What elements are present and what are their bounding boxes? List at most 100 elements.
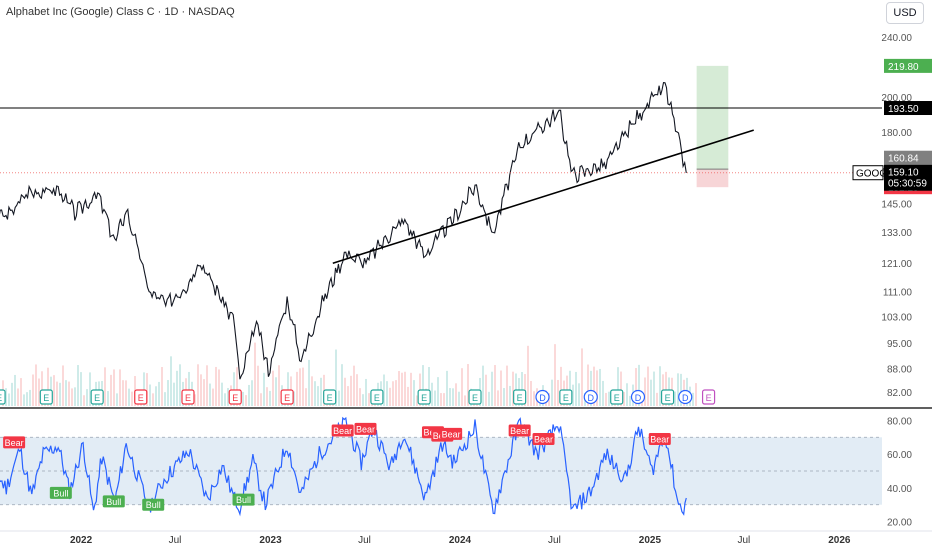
currency-button[interactable]: USD — [886, 2, 924, 24]
bull-signal — [102, 495, 125, 508]
earnings-marker — [39, 389, 53, 405]
time-tick-label: 2022 — [70, 535, 93, 546]
signal-label: Bear — [650, 434, 669, 444]
event-label: E — [374, 393, 380, 403]
event-label: E — [665, 393, 671, 403]
trendline — [332, 129, 754, 264]
price-tick-label: 240.00 — [881, 33, 912, 44]
event-label: E — [43, 393, 49, 403]
price-tick-label: 88.00 — [887, 364, 912, 375]
event-label: E — [563, 393, 569, 403]
event-label: E — [0, 393, 2, 403]
earnings-marker — [610, 389, 624, 405]
bear-signal — [532, 432, 555, 445]
earnings-marker — [417, 389, 431, 405]
bear-signal — [508, 424, 531, 437]
rsi-tick-label: 60.00 — [887, 450, 912, 461]
rsi-line — [0, 416, 687, 517]
event-label: E — [284, 393, 290, 403]
earnings-marker — [559, 389, 573, 405]
rsi-tick-label: 40.00 — [887, 484, 912, 495]
earnings-marker — [370, 389, 384, 405]
earnings-marker — [323, 389, 337, 405]
time-tick-label: 2024 — [449, 535, 472, 546]
earnings-marker — [134, 389, 148, 405]
event-label: D — [682, 393, 689, 403]
ticker-tag: GOOG — [856, 169, 887, 180]
event-label: E — [327, 393, 333, 403]
time-tick-label: Jul — [737, 535, 750, 546]
event-label: E — [232, 393, 238, 403]
countdown-label: 05:30:59 — [888, 179, 927, 190]
bear-signal — [331, 424, 354, 437]
price-tick-label: 200.00 — [881, 93, 912, 104]
bull-signal — [49, 486, 72, 499]
bear-signal — [354, 422, 377, 435]
price-tick-label: 82.00 — [887, 388, 912, 399]
earnings-marker — [660, 389, 675, 405]
event-label: E — [517, 393, 523, 403]
event-label: E — [94, 393, 100, 403]
bear-signal — [3, 436, 26, 449]
signal-label: Bear — [333, 426, 352, 436]
earnings-marker — [513, 389, 527, 405]
time-tick-label: Jul — [548, 535, 561, 546]
time-tick-label: 2025 — [639, 535, 662, 546]
ticker-tag-bg — [852, 165, 884, 181]
last-price-bg — [884, 150, 932, 165]
signal-label: Bull — [106, 497, 121, 507]
signal-label: Bear — [356, 424, 375, 434]
dividend-marker — [630, 389, 646, 405]
price-tick-label: 180.00 — [881, 128, 912, 139]
event-label: E — [614, 393, 620, 403]
stop-zone — [696, 169, 729, 188]
event-label: E — [421, 393, 427, 403]
price-tick-label: 111.00 — [883, 288, 913, 299]
price-axis: 240.00200.00180.00160.00145.00133.00121.… — [881, 33, 912, 399]
event-label: D — [539, 393, 546, 403]
earnings-marker — [468, 389, 482, 405]
earnings-marker — [181, 389, 195, 405]
target-price-label-bg — [884, 58, 932, 73]
bull-signal — [142, 498, 165, 511]
event-markers: EEEEEEEEEEEEDEDEDEDE — [0, 389, 716, 405]
rsi-signals: Bear Bear Bull Bull Bull Bull Bear Bear Bear Bear… — [3, 422, 671, 511]
signal-label: Bear — [5, 438, 24, 448]
earnings-marker — [280, 389, 294, 405]
rsi-tick-label: 20.00 — [887, 518, 912, 529]
dividend-marker — [583, 389, 598, 405]
event-label: D — [635, 393, 642, 403]
time-tick-label: Jul — [358, 535, 371, 546]
signal-label: Bull — [53, 488, 68, 498]
time-tick-label: 2026 — [828, 535, 851, 546]
earnings-marker — [228, 389, 242, 405]
event-label: E — [472, 393, 478, 403]
event-label: E — [706, 393, 712, 403]
time-axis: 2022 Jul 2023 Jul 2024 Jul 2025 Jul 2026 — [70, 535, 851, 546]
bull-signal — [232, 493, 255, 506]
last-price-label: 160.84 — [888, 154, 919, 165]
signal-label: Bull — [146, 500, 161, 510]
time-tick-label: Jul — [169, 535, 182, 546]
price-tick-label: 103.00 — [881, 312, 912, 323]
event-label: D — [588, 393, 595, 403]
target-zone — [696, 65, 729, 170]
rsi-axis: 80.00 60.00 40.00 20.00 — [887, 416, 912, 528]
resistance-price-label: 193.50 — [888, 104, 919, 115]
event-label: E — [185, 393, 191, 403]
earnings-marker — [701, 389, 716, 405]
resistance-price-label-bg — [884, 101, 932, 116]
dividend-marker — [678, 389, 693, 405]
earnings-marker — [90, 389, 104, 405]
bear-signal — [440, 427, 463, 440]
event-label: E — [138, 393, 144, 403]
signal-label: Bull — [236, 495, 251, 505]
current-price-bg — [884, 164, 932, 191]
price-tick-label: 145.00 — [881, 199, 912, 210]
signal-label: Bear — [442, 429, 461, 439]
bear-signal — [648, 432, 671, 445]
rsi-tick-label: 80.00 — [887, 416, 912, 427]
dividend-marker — [535, 389, 550, 405]
price-tick-label: 121.00 — [881, 259, 912, 270]
